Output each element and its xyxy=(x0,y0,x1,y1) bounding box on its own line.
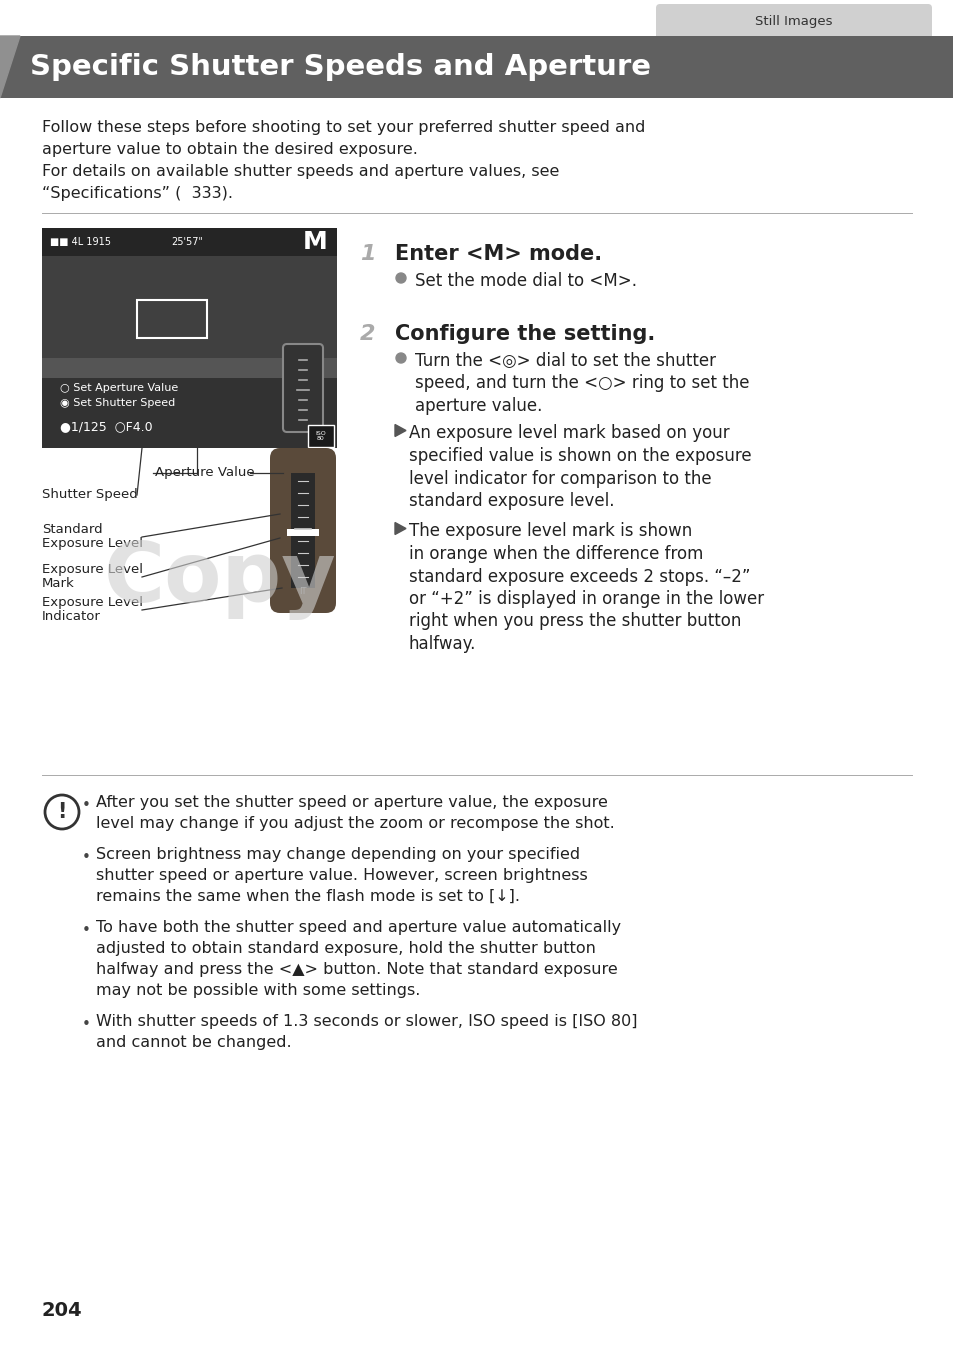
Polygon shape xyxy=(0,36,20,98)
Text: aperture value to obtain the desired exposure.: aperture value to obtain the desired exp… xyxy=(42,143,417,157)
Text: •: • xyxy=(81,1017,91,1032)
Text: Exposure Level: Exposure Level xyxy=(42,537,143,550)
Circle shape xyxy=(395,352,406,363)
Text: •: • xyxy=(81,923,91,937)
Text: •: • xyxy=(81,798,91,812)
Bar xyxy=(42,229,336,448)
Text: standard exposure exceeds 2 stops. “–2”: standard exposure exceeds 2 stops. “–2” xyxy=(409,568,750,585)
Text: Follow these steps before shooting to set your preferred shutter speed and: Follow these steps before shooting to se… xyxy=(42,120,644,134)
Text: Still Images: Still Images xyxy=(755,16,832,28)
Text: aperture value.: aperture value. xyxy=(415,397,542,416)
Text: halfway and press the <▲> button. Note that standard exposure: halfway and press the <▲> button. Note t… xyxy=(96,962,618,976)
Text: Configure the setting.: Configure the setting. xyxy=(395,324,655,344)
Polygon shape xyxy=(395,425,406,437)
Bar xyxy=(291,473,314,588)
Bar xyxy=(42,378,336,448)
Text: level indicator for comparison to the: level indicator for comparison to the xyxy=(409,469,711,487)
Text: specified value is shown on the exposure: specified value is shown on the exposure xyxy=(409,447,751,465)
Circle shape xyxy=(395,273,406,282)
Text: To have both the shutter speed and aperture value automatically: To have both the shutter speed and apert… xyxy=(96,920,620,935)
Text: Enter <M> mode.: Enter <M> mode. xyxy=(395,243,601,264)
Text: •: • xyxy=(81,850,91,865)
Text: IT: IT xyxy=(299,586,307,596)
Bar xyxy=(137,300,207,338)
Text: With shutter speeds of 1.3 seconds or slower, ISO speed is [ISO 80]: With shutter speeds of 1.3 seconds or sl… xyxy=(96,1014,637,1029)
Text: Mark: Mark xyxy=(42,577,74,590)
Text: Turn the <◎> dial to set the shutter: Turn the <◎> dial to set the shutter xyxy=(415,352,716,370)
Text: standard exposure level.: standard exposure level. xyxy=(409,492,614,510)
Text: right when you press the shutter button: right when you press the shutter button xyxy=(409,612,740,631)
Text: 1: 1 xyxy=(359,243,375,264)
Text: and cannot be changed.: and cannot be changed. xyxy=(96,1036,292,1050)
Text: adjusted to obtain standard exposure, hold the shutter button: adjusted to obtain standard exposure, ho… xyxy=(96,941,596,956)
Text: Set the mode dial to <M>.: Set the mode dial to <M>. xyxy=(415,272,637,291)
Text: Specific Shutter Speeds and Aperture: Specific Shutter Speeds and Aperture xyxy=(30,52,650,81)
Text: Exposure Level: Exposure Level xyxy=(42,596,143,609)
Text: halfway.: halfway. xyxy=(409,635,476,654)
FancyBboxPatch shape xyxy=(270,448,335,613)
Text: Aperture Value: Aperture Value xyxy=(154,465,254,479)
FancyBboxPatch shape xyxy=(283,344,323,432)
Text: or “+2” is displayed in orange in the lower: or “+2” is displayed in orange in the lo… xyxy=(409,590,763,608)
Bar xyxy=(42,229,336,256)
Text: speed, and turn the <○> ring to set the: speed, and turn the <○> ring to set the xyxy=(415,374,749,393)
Text: Shutter Speed: Shutter Speed xyxy=(42,488,137,500)
Text: !: ! xyxy=(57,802,67,822)
Text: An exposure level mark based on your: An exposure level mark based on your xyxy=(409,425,729,443)
Text: ◉ Set Shutter Speed: ◉ Set Shutter Speed xyxy=(60,398,175,408)
FancyBboxPatch shape xyxy=(308,425,334,447)
Text: in orange when the difference from: in orange when the difference from xyxy=(409,545,702,564)
Text: Standard: Standard xyxy=(42,523,103,537)
Text: level may change if you adjust the zoom or recompose the shot.: level may change if you adjust the zoom … xyxy=(96,816,614,831)
Text: 2: 2 xyxy=(359,324,375,344)
Text: After you set the shutter speed or aperture value, the exposure: After you set the shutter speed or apert… xyxy=(96,795,607,810)
Bar xyxy=(42,229,336,358)
Text: Screen brightness may change depending on your specified: Screen brightness may change depending o… xyxy=(96,847,579,862)
Text: ●1/125  ○F4.0: ●1/125 ○F4.0 xyxy=(60,420,152,433)
Polygon shape xyxy=(395,522,406,534)
Text: Indicator: Indicator xyxy=(42,611,101,623)
Text: Copy: Copy xyxy=(104,539,336,620)
Text: M: M xyxy=(302,230,327,254)
Text: 204: 204 xyxy=(42,1301,83,1319)
Text: ■■ 4L 1915: ■■ 4L 1915 xyxy=(50,237,111,247)
Text: The exposure level mark is shown: The exposure level mark is shown xyxy=(409,522,692,541)
Text: 25'57": 25'57" xyxy=(171,237,203,247)
Text: For details on available shutter speeds and aperture values, see: For details on available shutter speeds … xyxy=(42,164,558,179)
Text: ISO
80: ISO 80 xyxy=(315,430,326,441)
Text: shutter speed or aperture value. However, screen brightness: shutter speed or aperture value. However… xyxy=(96,868,587,884)
Text: may not be possible with some settings.: may not be possible with some settings. xyxy=(96,983,420,998)
Text: remains the same when the flash mode is set to [↓].: remains the same when the flash mode is … xyxy=(96,889,519,904)
FancyBboxPatch shape xyxy=(656,4,931,40)
Bar xyxy=(0,36,953,98)
Text: ○ Set Aperture Value: ○ Set Aperture Value xyxy=(60,383,178,393)
Text: Exposure Level: Exposure Level xyxy=(42,564,143,576)
Text: “Specifications” (  333).: “Specifications” ( 333). xyxy=(42,186,233,200)
Bar xyxy=(287,529,318,537)
